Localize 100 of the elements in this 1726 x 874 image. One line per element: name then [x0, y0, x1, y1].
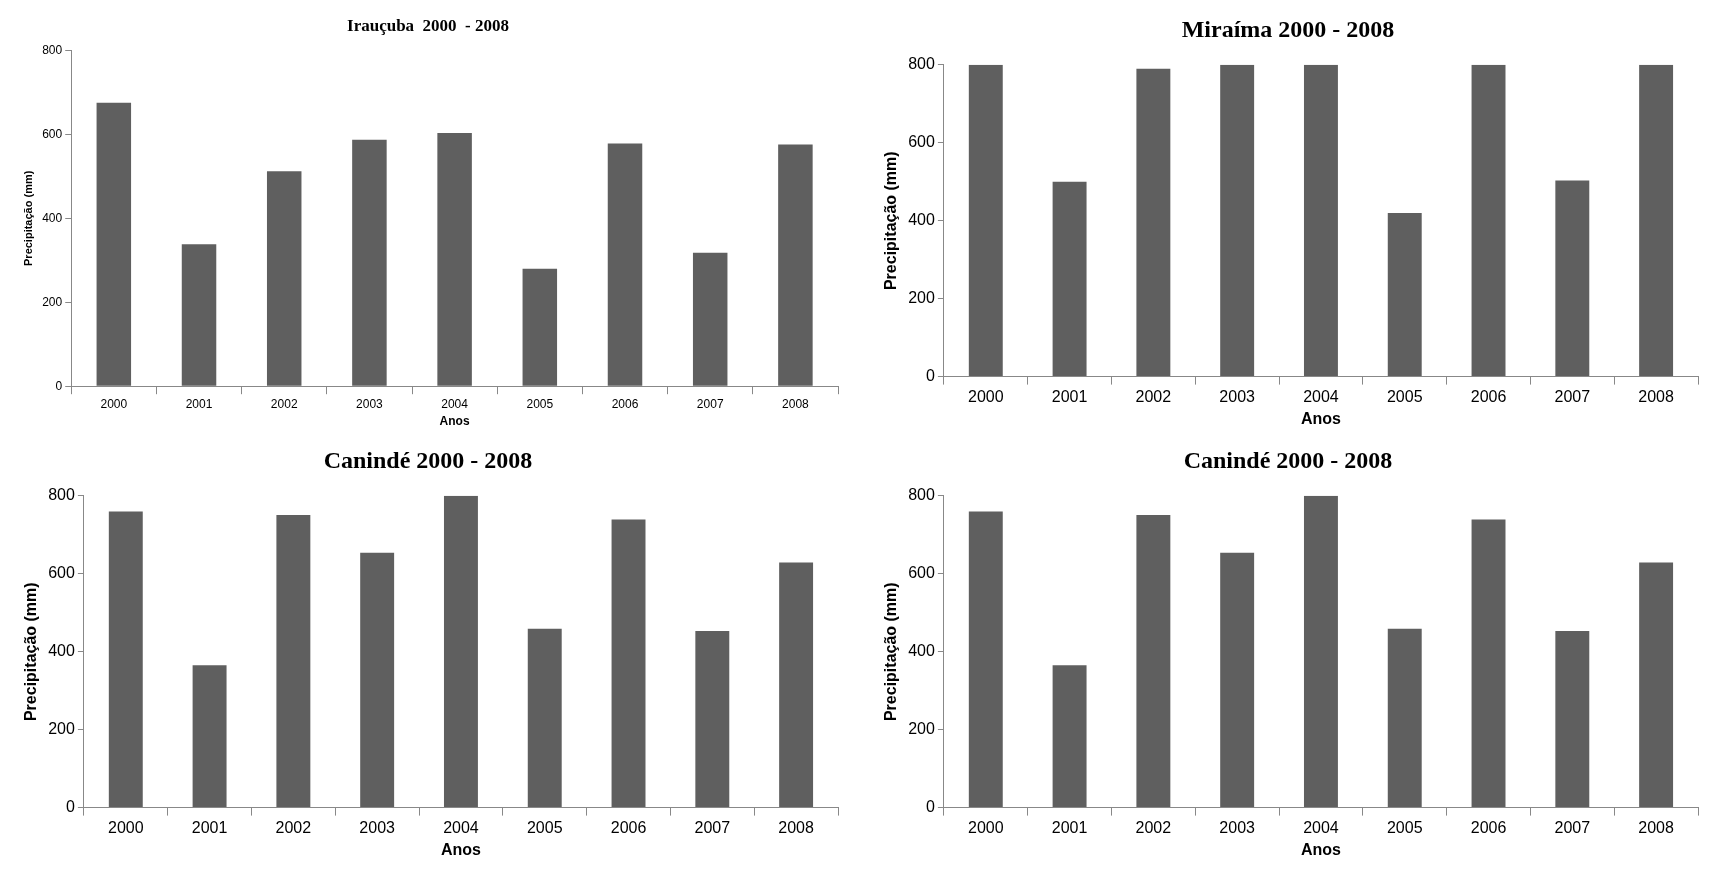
x-tick-label: 2003	[1219, 387, 1256, 405]
y-axis-title: Precipitação (mm)	[22, 582, 40, 722]
x-tick-label: 2002	[1135, 387, 1172, 405]
y-tick-label: 800	[48, 486, 75, 504]
x-tick-label: 2001	[1051, 387, 1088, 405]
chart-title: Canindé 2000 - 2008	[1183, 446, 1393, 473]
y-axis-title: Precipitação (mm)	[21, 170, 34, 266]
bar	[779, 562, 814, 808]
x-tick-label: 2006	[611, 396, 639, 411]
y-tick-label: 600	[42, 126, 63, 141]
x-tick-label: 2006	[1470, 818, 1507, 836]
x-axis-title: Anos	[1300, 840, 1342, 858]
x-axis-title: Anos	[439, 414, 470, 429]
chart-title: Canindé 2000 - 2008	[323, 446, 533, 473]
x-tick-label: 2000	[100, 396, 128, 411]
x-axis-title: Anos	[1300, 409, 1342, 427]
y-tick-label: 800	[908, 486, 935, 504]
y-tick-label: 400	[42, 210, 63, 225]
bar	[96, 102, 132, 386]
x-tick-label: 2000	[107, 818, 144, 836]
y-axis-title: Precipitação (mm)	[882, 151, 900, 291]
x-tick-label: 2008	[1638, 818, 1674, 836]
y-tick-label: 400	[908, 211, 935, 229]
bar	[1639, 64, 1674, 377]
x-tick-label: 2001	[191, 818, 228, 836]
bar	[968, 511, 1003, 808]
bar	[360, 552, 395, 808]
bar	[437, 133, 472, 386]
y-tick-label: 200	[908, 289, 935, 307]
bar	[181, 244, 217, 386]
y-tick-label: 400	[48, 642, 75, 660]
bar	[1387, 628, 1422, 808]
y-tick-label: 800	[42, 42, 63, 57]
x-tick-label: 2000	[967, 818, 1004, 836]
y-axis-title: Precipitação (mm)	[882, 582, 900, 722]
x-tick-label: 2004	[441, 396, 469, 411]
bar	[1220, 64, 1255, 377]
x-tick-label: 2006	[1470, 387, 1507, 405]
bar	[778, 144, 813, 386]
y-tick-label: 0	[925, 798, 935, 816]
x-tick-label: 2002	[275, 818, 312, 836]
y-tick-label: 800	[908, 55, 935, 73]
bar	[1639, 562, 1674, 808]
bar	[1471, 64, 1506, 377]
x-tick-label: 2005	[526, 818, 563, 836]
x-tick-label: 2004	[1303, 818, 1339, 836]
bar	[443, 495, 478, 808]
x-tick-label: 2005	[1386, 387, 1423, 405]
bar	[192, 665, 227, 808]
y-tick-label: 200	[42, 294, 63, 309]
x-tick-label: 2002	[1135, 818, 1172, 836]
x-tick-label: 2007	[1554, 818, 1591, 836]
x-tick-label: 2008	[778, 818, 814, 836]
x-tick-label: 2004	[1303, 387, 1339, 405]
bar	[276, 514, 311, 808]
x-tick-label: 2002	[270, 396, 298, 411]
x-tick-label: 2003	[359, 818, 396, 836]
bar	[968, 64, 1003, 377]
bar	[1136, 68, 1171, 377]
y-tick-label: 400	[908, 642, 935, 660]
x-tick-label: 2003	[356, 396, 384, 411]
bar	[108, 511, 143, 808]
x-tick-label: 2003	[1219, 818, 1256, 836]
y-tick-label: 200	[908, 720, 935, 738]
bar	[1052, 665, 1087, 808]
bar	[1555, 631, 1590, 808]
y-tick-label: 0	[55, 378, 63, 393]
bar	[1387, 212, 1422, 377]
bar	[695, 631, 730, 808]
y-tick-label: 0	[65, 798, 75, 816]
x-tick-label: 2007	[694, 818, 731, 836]
bar	[611, 519, 646, 808]
bar	[1220, 552, 1255, 808]
bar	[527, 628, 562, 808]
bar	[1303, 495, 1338, 808]
x-tick-label: 2001	[1051, 818, 1088, 836]
x-tick-label: 2004	[443, 818, 479, 836]
bar	[1471, 519, 1506, 808]
x-tick-label: 2007	[696, 396, 724, 411]
bar	[692, 252, 728, 386]
y-tick-label: 0	[925, 367, 935, 385]
x-tick-label: 2005	[1386, 818, 1423, 836]
x-tick-label: 2001	[185, 396, 213, 411]
x-tick-label: 2006	[610, 818, 647, 836]
x-tick-label: 2008	[1638, 387, 1674, 405]
bar	[607, 143, 643, 386]
x-tick-label: 2007	[1554, 387, 1591, 405]
bar	[522, 268, 558, 386]
y-tick-label: 200	[48, 720, 75, 738]
x-tick-label: 2000	[967, 387, 1004, 405]
bar	[1052, 181, 1087, 377]
y-tick-label: 600	[908, 133, 935, 151]
bar	[1136, 514, 1171, 808]
x-tick-label: 2005	[526, 396, 554, 411]
bar	[266, 171, 302, 386]
chart-title: Irauçuba 2000 - 2008	[347, 15, 509, 35]
bar	[352, 139, 387, 386]
x-axis-title: Anos	[440, 840, 482, 858]
y-tick-label: 600	[908, 564, 935, 582]
x-tick-label: 2008	[782, 396, 810, 411]
